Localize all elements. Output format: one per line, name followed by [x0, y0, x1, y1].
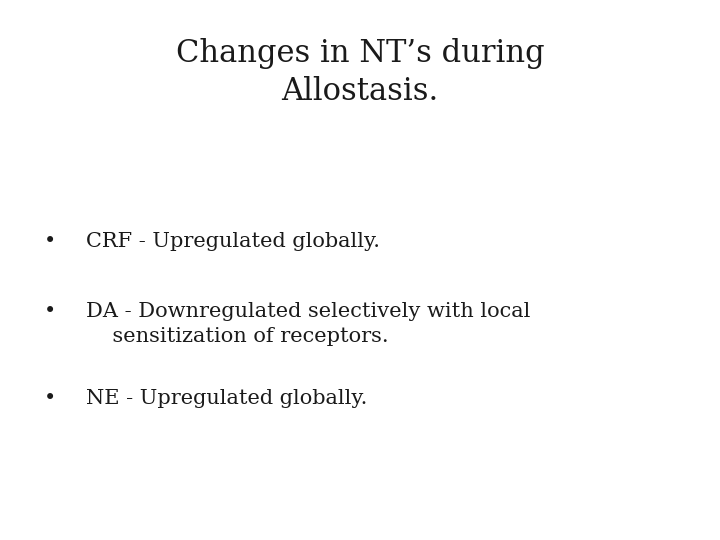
Text: CRF - Upregulated globally.: CRF - Upregulated globally.: [86, 232, 380, 251]
Text: •: •: [44, 232, 57, 251]
Text: DA - Downregulated selectively with local
    sensitization of receptors.: DA - Downregulated selectively with loca…: [86, 302, 531, 346]
Text: Changes in NT’s during
Allostasis.: Changes in NT’s during Allostasis.: [176, 38, 544, 107]
Text: NE - Upregulated globally.: NE - Upregulated globally.: [86, 389, 368, 408]
Text: •: •: [44, 302, 57, 321]
Text: •: •: [44, 389, 57, 408]
